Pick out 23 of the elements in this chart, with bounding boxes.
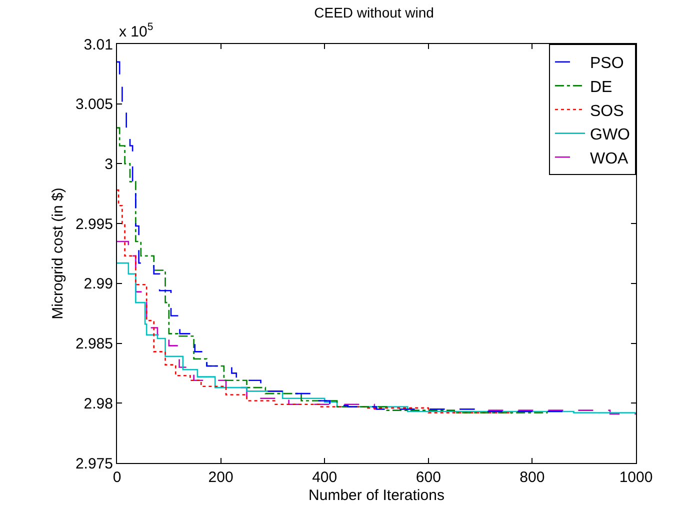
y-tick-label: 2.985 bbox=[75, 336, 113, 353]
y-tick-label: 2.975 bbox=[75, 455, 113, 472]
legend-label: WOA bbox=[590, 150, 629, 168]
legend-label: DE bbox=[590, 78, 612, 96]
y-tick-label: 3 bbox=[104, 156, 113, 173]
y-tick-label: 2.98 bbox=[84, 395, 113, 412]
x-tick-label: 200 bbox=[208, 469, 234, 486]
y-tick-label: 3.01 bbox=[84, 36, 113, 54]
legend-label: SOS bbox=[590, 102, 624, 120]
x-tick-label: 800 bbox=[520, 469, 545, 486]
legend-label: PSO bbox=[590, 55, 624, 72]
y-tick-label: 3.005 bbox=[75, 96, 113, 114]
y-tick-label: 2.99 bbox=[84, 276, 113, 293]
legend-label: GWO bbox=[590, 126, 630, 144]
x-tick-label: 600 bbox=[416, 469, 441, 486]
x-tick-label: 400 bbox=[312, 469, 338, 486]
x-tick-label: 1000 bbox=[619, 469, 653, 486]
y-axis-title: Microgrid cost (in $) bbox=[50, 188, 67, 320]
chart-title: CEED without wind bbox=[314, 4, 434, 21]
x-tick-label: 0 bbox=[112, 469, 122, 486]
y-tick-label: 2.995 bbox=[75, 216, 113, 233]
x-axis-title: Number of Iterations bbox=[308, 487, 444, 504]
text: x 10$^{5}$ bbox=[119, 21, 154, 40]
